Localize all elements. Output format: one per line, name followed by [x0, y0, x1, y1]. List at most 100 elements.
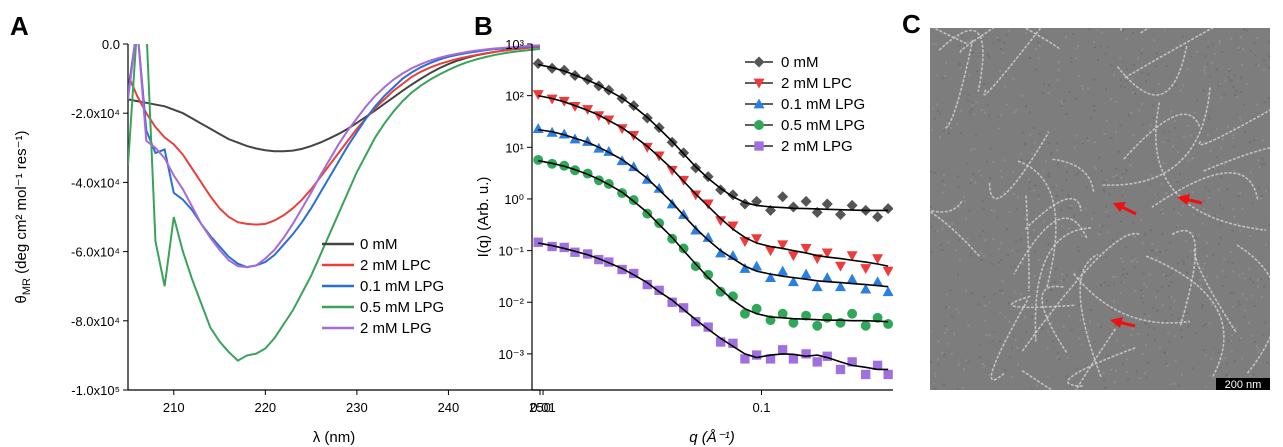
speckle — [979, 235, 982, 238]
speckle — [1047, 84, 1050, 87]
speckle — [1228, 68, 1231, 71]
speckle — [1106, 119, 1109, 122]
speckle — [1154, 193, 1157, 196]
speckle — [1252, 281, 1255, 284]
speckle — [1004, 74, 1007, 77]
speckle — [1207, 46, 1210, 49]
speckle — [958, 44, 961, 47]
speckle — [1228, 375, 1231, 378]
data-point — [715, 286, 726, 297]
data-point — [847, 308, 858, 319]
x-axis-title: λ (nm) — [313, 429, 356, 446]
speckle — [984, 239, 987, 242]
speckle — [1217, 242, 1220, 245]
speckle — [1149, 124, 1152, 127]
data-point — [628, 161, 640, 172]
speckle — [1121, 363, 1124, 366]
speckle — [1035, 384, 1038, 387]
speckle — [1001, 289, 1004, 292]
speckle — [1134, 266, 1137, 269]
speckle — [1092, 104, 1095, 107]
speckle — [1076, 246, 1079, 249]
speckle — [981, 200, 984, 203]
scale-bar-label: 200 nm — [1225, 379, 1262, 391]
speckle — [1161, 212, 1164, 215]
fibril — [1021, 232, 1141, 352]
data-point — [883, 319, 893, 329]
speckle — [1065, 375, 1068, 378]
speckle — [1057, 351, 1060, 354]
speckle — [1227, 125, 1230, 128]
speckle — [1187, 152, 1190, 155]
speckle — [1094, 167, 1097, 170]
legend-marker — [754, 141, 764, 151]
speckle — [1070, 56, 1073, 59]
speckle — [1186, 124, 1189, 127]
speckle — [1035, 68, 1038, 71]
speckle — [1165, 65, 1168, 68]
speckle — [1268, 101, 1270, 104]
speckle — [933, 387, 936, 390]
data-point — [547, 241, 557, 252]
data-point — [788, 317, 799, 328]
speckle — [1125, 37, 1128, 40]
speckle — [1174, 335, 1177, 338]
speckle — [969, 40, 972, 43]
speckle — [1210, 303, 1213, 306]
speckle — [1029, 133, 1032, 136]
speckle — [1228, 69, 1231, 72]
speckle — [1065, 274, 1068, 277]
speckle — [959, 259, 962, 262]
speckle — [1188, 286, 1191, 289]
data-point — [812, 320, 823, 331]
speckle — [1111, 239, 1114, 242]
speckle — [1067, 193, 1070, 196]
speckle — [1192, 213, 1195, 216]
fibril — [983, 28, 1042, 96]
speckle — [1070, 207, 1073, 210]
speckle — [1126, 272, 1129, 275]
y-tick-label: 10² — [505, 89, 524, 104]
speckle — [1001, 280, 1004, 283]
speckle — [1093, 78, 1096, 81]
panel-label: B — [474, 11, 493, 41]
speckle — [1016, 250, 1019, 253]
data-point — [846, 273, 858, 284]
speckle — [1003, 159, 1006, 162]
speckle — [1105, 87, 1108, 90]
speckle — [958, 206, 961, 209]
speckle — [1048, 142, 1051, 145]
speckle — [971, 52, 974, 55]
speckle — [1186, 271, 1189, 274]
speckle — [1179, 89, 1182, 92]
speckle — [1194, 37, 1197, 40]
speckle — [1019, 293, 1022, 296]
speckle — [1047, 91, 1050, 94]
speckle — [1099, 230, 1102, 233]
speckle — [1239, 47, 1242, 50]
speckle — [1201, 303, 1204, 306]
speckle — [1217, 84, 1220, 87]
speckle — [1082, 142, 1085, 145]
speckle — [1103, 132, 1106, 135]
speckle — [1221, 51, 1224, 54]
speckle — [966, 41, 969, 44]
speckle — [1211, 61, 1214, 64]
speckle — [999, 311, 1002, 314]
speckle — [1009, 356, 1012, 359]
data-point — [812, 357, 822, 367]
speckle — [1267, 66, 1270, 69]
speckle — [1060, 102, 1063, 105]
speckle — [1112, 175, 1115, 178]
speckle — [957, 64, 960, 67]
speckle — [1049, 288, 1052, 291]
speckle — [1193, 111, 1196, 114]
arrow-head — [1113, 202, 1126, 212]
speckle — [1254, 304, 1257, 307]
speckle — [956, 273, 959, 276]
speckle — [958, 239, 961, 242]
speckle — [1199, 284, 1202, 287]
speckle — [970, 108, 973, 111]
data-point — [872, 254, 884, 265]
speckle — [1172, 233, 1175, 236]
